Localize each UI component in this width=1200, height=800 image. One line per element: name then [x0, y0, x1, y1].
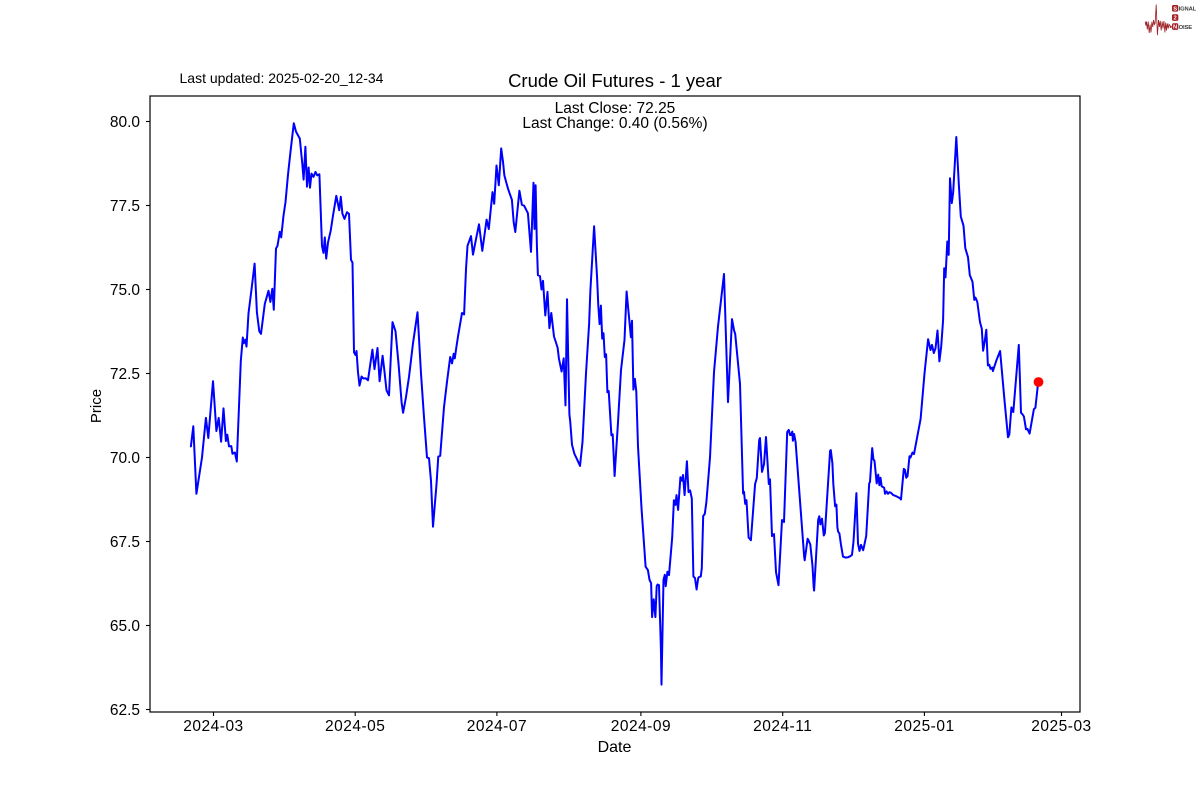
svg-text:IGNAL: IGNAL [1179, 7, 1197, 13]
svg-text:67.5: 67.5 [110, 534, 140, 551]
svg-text:S: S [1173, 6, 1177, 12]
svg-text:77.5: 77.5 [110, 198, 140, 215]
svg-text:2024-07: 2024-07 [467, 718, 527, 735]
svg-text:2024-11: 2024-11 [753, 718, 812, 735]
svg-text:2024-03: 2024-03 [183, 718, 243, 735]
svg-text:2: 2 [1174, 16, 1177, 22]
svg-text:80.0: 80.0 [110, 114, 141, 131]
svg-text:2024-09: 2024-09 [611, 718, 671, 735]
svg-text:Price: Price [88, 389, 105, 423]
svg-text:62.5: 62.5 [110, 702, 140, 719]
svg-text:N: N [1173, 25, 1177, 31]
svg-text:Last updated: 2025-02-20_12-34: Last updated: 2025-02-20_12-34 [180, 70, 384, 86]
svg-text:65.0: 65.0 [110, 618, 141, 635]
svg-text:70.0: 70.0 [110, 450, 141, 467]
svg-text:OISE: OISE [1179, 25, 1193, 31]
svg-text:Last Change: 0.40 (0.56%): Last Change: 0.40 (0.56%) [522, 115, 707, 132]
svg-text:Last Close: 72.25: Last Close: 72.25 [555, 100, 676, 117]
svg-text:75.0: 75.0 [110, 282, 141, 299]
svg-text:2024-05: 2024-05 [325, 718, 385, 735]
svg-text:2025-03: 2025-03 [1031, 718, 1091, 735]
svg-text:Date: Date [598, 739, 632, 756]
svg-text:Crude Oil Futures - 1 year: Crude Oil Futures - 1 year [508, 70, 722, 91]
svg-text:2025-01: 2025-01 [894, 718, 954, 735]
svg-text:72.5: 72.5 [110, 366, 140, 383]
